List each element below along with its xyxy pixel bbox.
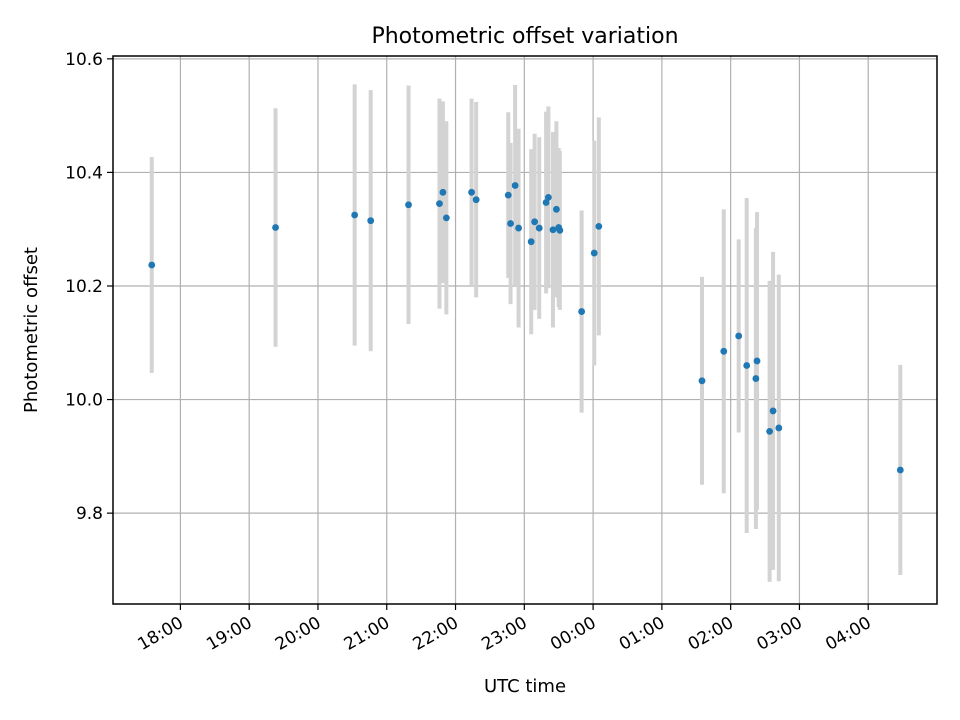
data-point (720, 347, 728, 355)
y-tick-label: 10.0 (65, 391, 103, 411)
data-point (367, 217, 375, 225)
data-point (148, 261, 156, 269)
x-tick-label: 23:00 (478, 613, 530, 655)
data-point (698, 377, 706, 385)
y-tick-label: 10.6 (65, 50, 103, 70)
data-point (272, 224, 279, 231)
data-point (743, 362, 751, 369)
data-point (511, 182, 519, 189)
x-tick-label: 21:00 (341, 613, 393, 655)
plot-frame (112, 55, 938, 605)
data-point (507, 220, 514, 227)
data-point (544, 194, 552, 201)
data-point (896, 466, 904, 474)
data-point (504, 191, 512, 199)
y-tick-label: 9.8 (76, 504, 103, 524)
x-tick-label: 02:00 (685, 613, 737, 655)
x-tick-label: 03:00 (754, 613, 806, 655)
x-tick-label: 18:00 (134, 613, 186, 655)
y-tick-label: 10.4 (65, 163, 103, 183)
y-axis-label: Photometric offset (21, 247, 42, 413)
data-point (553, 205, 560, 213)
data-point (752, 375, 760, 382)
data-point (436, 200, 443, 208)
grid-layer (113, 56, 937, 604)
data-point (442, 214, 450, 222)
x-tick-label: 01:00 (616, 613, 668, 655)
errorbar-layer (149, 84, 903, 582)
point-layer (148, 182, 904, 474)
x-tick-label: 04:00 (822, 613, 874, 655)
data-point (405, 201, 412, 209)
data-point (531, 218, 539, 226)
data-point (766, 427, 774, 435)
data-point (590, 249, 598, 257)
x-tick-label: 20:00 (272, 613, 324, 655)
data-point (515, 224, 522, 232)
data-point (468, 188, 475, 196)
data-point (735, 332, 743, 340)
data-point (753, 357, 761, 365)
data-point (472, 196, 480, 204)
data-point (351, 211, 359, 219)
y-tick-label: 10.2 (65, 277, 103, 297)
x-tick-label: 19:00 (203, 613, 255, 655)
data-point (542, 199, 550, 206)
chart-title: Photometric offset variation (371, 24, 678, 49)
x-axis-label: UTC time (484, 676, 566, 697)
data-point (439, 188, 447, 196)
data-point (527, 238, 535, 246)
data-point (556, 226, 564, 234)
x-tick-label: 00:00 (547, 613, 599, 655)
data-point (535, 224, 543, 232)
data-point (578, 308, 586, 315)
data-point (549, 226, 557, 234)
data-point (775, 424, 783, 432)
data-point (769, 407, 777, 415)
x-tick-label: 22:00 (410, 613, 462, 655)
data-point (595, 222, 603, 230)
